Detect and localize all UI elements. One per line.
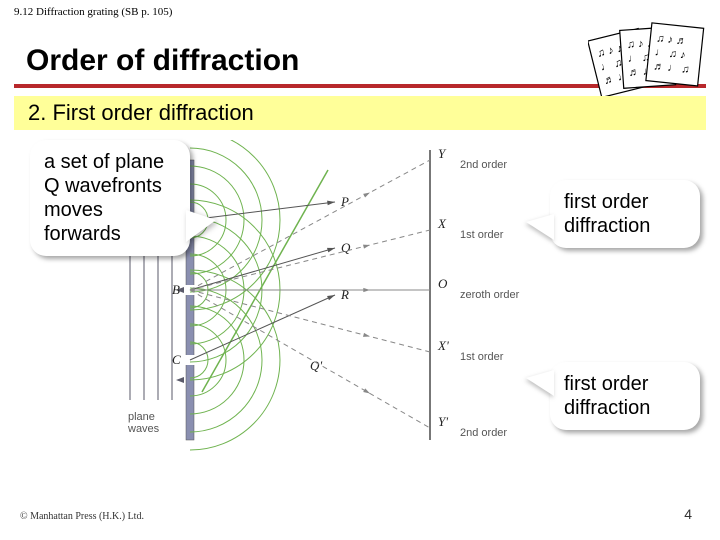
svg-text:R: R bbox=[340, 287, 349, 302]
callout-text: first order diffraction bbox=[564, 373, 650, 419]
callout-text: a set of plane Q wavefronts moves forwar… bbox=[44, 151, 164, 245]
music-cards-icon: ♫ ♪ ♬ ♩ ♫ ♪ ♬ ♩ ♫ ♫ ♪ ♬ ♩ ♫ ♪ ♬ ♩ ♫ ♫ ♪ … bbox=[588, 22, 706, 96]
svg-text:1st order: 1st order bbox=[460, 351, 504, 363]
footer-copyright: © Manhattan Press (H.K.) Ltd. bbox=[20, 511, 144, 522]
callout-tail-icon bbox=[526, 214, 554, 240]
callout-text: first order diffraction bbox=[564, 191, 650, 237]
callout-tail-icon bbox=[186, 210, 216, 242]
svg-text:X: X bbox=[437, 216, 447, 231]
svg-text:C: C bbox=[172, 352, 181, 367]
svg-text:2nd order: 2nd order bbox=[460, 427, 507, 439]
page-number: 4 bbox=[684, 506, 692, 522]
svg-text:X': X' bbox=[437, 338, 449, 353]
svg-text:plane: plane bbox=[128, 411, 155, 423]
svg-text:Q': Q' bbox=[310, 358, 322, 373]
subheading-text: 2. First order diffraction bbox=[28, 100, 254, 126]
svg-text:2nd order: 2nd order bbox=[460, 159, 507, 171]
slide-title: Order of diffraction bbox=[26, 44, 299, 78]
svg-text:O: O bbox=[438, 276, 448, 291]
callout-first-order-lower: first order diffraction bbox=[550, 362, 700, 430]
callout-plane-wavefronts: a set of plane Q wavefronts moves forwar… bbox=[30, 140, 190, 256]
slide: 9.12 Diffraction grating (SB p. 105) Ord… bbox=[0, 0, 720, 540]
svg-text:B: B bbox=[172, 282, 180, 297]
subheading: 2. First order diffraction bbox=[14, 96, 706, 130]
svg-text:Y: Y bbox=[438, 146, 447, 161]
svg-text:zeroth order: zeroth order bbox=[460, 289, 520, 301]
breadcrumb: 9.12 Diffraction grating (SB p. 105) bbox=[14, 6, 172, 18]
svg-text:Q: Q bbox=[341, 240, 351, 255]
callout-tail-icon bbox=[526, 370, 554, 396]
callout-first-order-upper: first order diffraction bbox=[550, 180, 700, 248]
svg-text:1st order: 1st order bbox=[460, 229, 504, 241]
svg-text:waves: waves bbox=[127, 423, 160, 435]
svg-text:Y': Y' bbox=[438, 414, 448, 429]
